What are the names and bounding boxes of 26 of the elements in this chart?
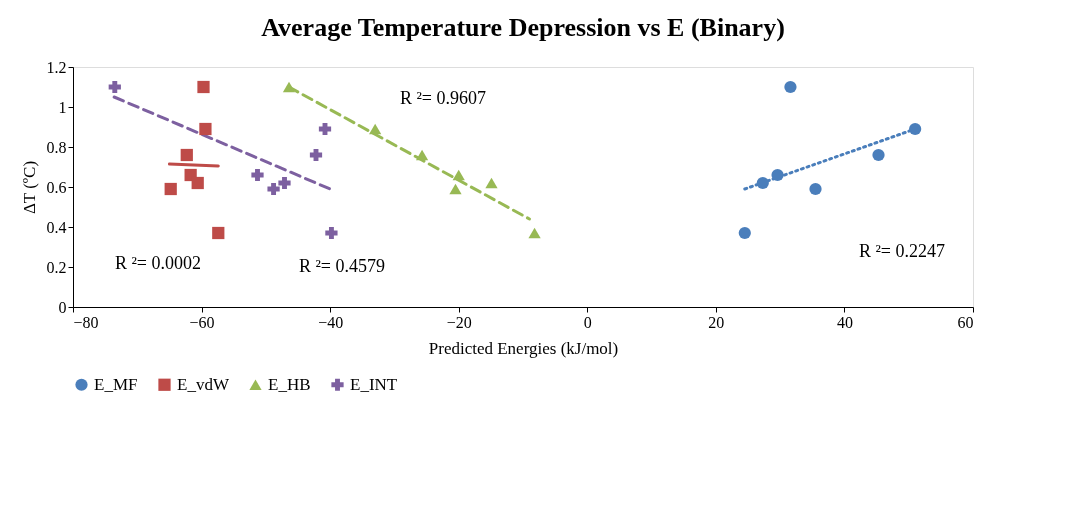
x-tick-label: −60 xyxy=(189,313,215,331)
x-tick-label: 60 xyxy=(957,313,974,331)
y-axis-title: ΔT (ºC) xyxy=(19,160,39,215)
y-tick-label: 0.2 xyxy=(46,258,67,276)
y-tick-label: 0.8 xyxy=(46,138,67,156)
annotation: R ²= 0.2247 xyxy=(858,241,946,261)
y-tick-label: 0.4 xyxy=(46,218,67,236)
x-tick-label: 0 xyxy=(583,313,592,331)
annotation: R ²= 0.0002 xyxy=(114,253,202,273)
legend-label: E_MF xyxy=(94,374,138,394)
x-tick-label: 20 xyxy=(708,313,725,331)
y-tick-label: 1 xyxy=(58,98,67,116)
x-tick-label: −40 xyxy=(318,313,344,331)
legend-label: E_INT xyxy=(350,374,398,394)
y-tick-label: 0 xyxy=(58,298,67,316)
y-tick-label: 1.2 xyxy=(46,58,67,76)
chart-title: Average Temperature Depression vs E (Binary) xyxy=(261,13,785,42)
x-tick-label: −20 xyxy=(446,313,472,331)
x-axis-title: Predicted Energies (kJ/mol) xyxy=(428,338,619,358)
annotation: R ²= 0.9607 xyxy=(399,88,487,108)
y-tick-label: 0.6 xyxy=(46,178,67,196)
annotation: R ²= 0.4579 xyxy=(298,256,386,276)
legend-label: E_HB xyxy=(268,374,311,394)
legend-label: E_vdW xyxy=(177,374,230,394)
x-tick-label: 40 xyxy=(836,313,853,331)
x-tick-label: −80 xyxy=(73,313,99,331)
